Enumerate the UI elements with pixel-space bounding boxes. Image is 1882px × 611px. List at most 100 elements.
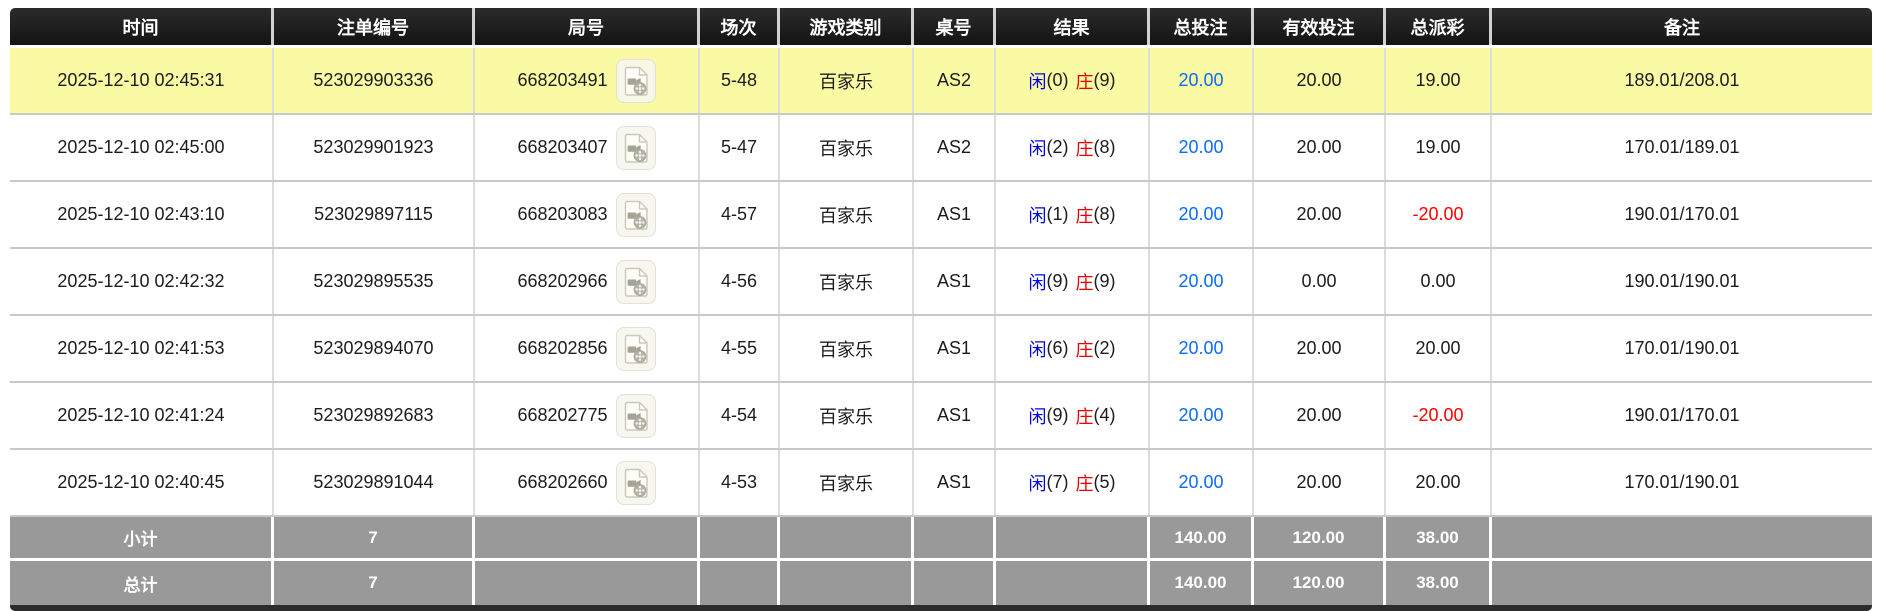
subtotal-count: 7	[274, 517, 475, 558]
round-id-cell: 668202660	[475, 450, 700, 515]
col-header-round-id: 局号	[475, 8, 700, 45]
video-file-icon	[624, 200, 648, 230]
video-file-icon	[624, 267, 648, 297]
result-player-label: 闲	[1028, 473, 1047, 494]
valid-bet-cell: 20.00	[1254, 115, 1386, 180]
table-row[interactable]: 2025-12-10 02:43:10 523029897115 6682030…	[10, 182, 1872, 249]
total-bet-link[interactable]: 20.00	[1150, 182, 1254, 247]
round-id-cell: 668203083	[475, 182, 700, 247]
valid-bet-cell: 20.00	[1254, 48, 1386, 113]
result-player-value: (9)	[1046, 271, 1069, 291]
result-banker-value: (9)	[1093, 271, 1116, 291]
video-replay-button[interactable]	[615, 125, 656, 170]
round-id-cell: 668203407	[475, 115, 700, 180]
table-row[interactable]: 2025-12-10 02:41:53 523029894070 6682028…	[10, 316, 1872, 383]
video-replay-button[interactable]	[615, 326, 656, 371]
table-row[interactable]: 2025-12-10 02:45:31 523029903336 6682034…	[10, 48, 1872, 115]
result-banker-value: (8)	[1093, 137, 1116, 157]
bet-id-cell: 523029903336	[274, 48, 475, 113]
total-bet-link[interactable]: 20.00	[1150, 249, 1254, 314]
col-header-bet-id: 注单编号	[274, 8, 475, 45]
total-empty-cell	[914, 561, 996, 605]
round-id-text: 668203407	[517, 137, 608, 157]
game-type-cell: 百家乐	[780, 48, 914, 113]
col-header-valid-bet: 有效投注	[1254, 8, 1386, 45]
round-id-text: 668202856	[517, 338, 608, 358]
video-replay-button[interactable]	[615, 58, 656, 103]
table-row[interactable]: 2025-12-10 02:45:00 523029901923 6682034…	[10, 115, 1872, 182]
table-row[interactable]: 2025-12-10 02:40:45 523029891044 6682026…	[10, 450, 1872, 517]
total-payout-cell: -20.00	[1386, 182, 1492, 247]
table-no-cell: AS1	[914, 383, 996, 448]
session-cell: 4-56	[700, 249, 780, 314]
col-header-session: 场次	[700, 8, 780, 45]
total-empty-cell	[780, 561, 914, 605]
time-cell: 2025-12-10 02:42:32	[10, 249, 274, 314]
bet-id-cell: 523029891044	[274, 450, 475, 515]
result-cell: 闲 (2) 庄 (8)	[996, 115, 1150, 180]
table-row[interactable]: 2025-12-10 02:42:32 523029895535 6682029…	[10, 249, 1872, 316]
result-cell: 闲 (0) 庄 (9)	[996, 48, 1150, 113]
result-banker-label: 庄	[1075, 339, 1094, 360]
table-row[interactable]: 2025-12-10 02:41:24 523029892683 6682027…	[10, 383, 1872, 450]
video-replay-button[interactable]	[615, 460, 656, 505]
total-bet-link[interactable]: 20.00	[1150, 48, 1254, 113]
total-bet-link[interactable]: 20.00	[1150, 450, 1254, 515]
session-cell: 4-54	[700, 383, 780, 448]
session-cell: 4-57	[700, 182, 780, 247]
result-banker-value: (4)	[1093, 405, 1116, 425]
session-cell: 4-53	[700, 450, 780, 515]
round-id-text: 668203491	[517, 70, 608, 90]
result-banker-label: 庄	[1075, 272, 1094, 293]
col-header-time: 时间	[10, 8, 274, 45]
video-replay-button[interactable]	[615, 192, 656, 237]
video-replay-button[interactable]	[615, 259, 656, 304]
grand-total-row: 总计 7 140.00 120.00 38.00	[10, 561, 1872, 605]
video-file-icon	[624, 66, 648, 96]
total-empty-cell	[700, 561, 780, 605]
total-payout-cell: -20.00	[1386, 383, 1492, 448]
remark-cell: 170.01/189.01	[1624, 137, 1740, 157]
subtotal-empty-cell	[475, 517, 700, 558]
table-header-row: 时间 注单编号 局号 场次 游戏类别 桌号 结果 总投注 有效投注 总派彩 备注	[10, 8, 1872, 48]
round-id-text: 668202966	[517, 271, 608, 291]
result-banker-label: 庄	[1075, 473, 1094, 494]
valid-bet-cell: 20.00	[1254, 182, 1386, 247]
total-payout-cell: 0.00	[1386, 249, 1492, 314]
result-player-value: (1)	[1046, 204, 1069, 224]
bet-id-cell: 523029894070	[274, 316, 475, 381]
valid-bet-cell: 20.00	[1254, 450, 1386, 515]
result-cell: 闲 (1) 庄 (8)	[996, 182, 1150, 247]
remark-cell: 170.01/190.01	[1624, 472, 1740, 492]
table-no-cell: AS1	[914, 249, 996, 314]
col-header-result: 结果	[996, 8, 1150, 45]
subtotal-empty-cell	[914, 517, 996, 558]
total-empty-cell	[1492, 561, 1872, 605]
time-cell: 2025-12-10 02:45:00	[10, 115, 274, 180]
subtotal-empty-cell	[1492, 517, 1872, 558]
total-bet-link[interactable]: 20.00	[1150, 316, 1254, 381]
table-no-cell: AS2	[914, 48, 996, 113]
round-id-cell: 668202856	[475, 316, 700, 381]
result-banker-label: 庄	[1075, 205, 1094, 226]
total-bet-link[interactable]: 20.00	[1150, 383, 1254, 448]
valid-bet-cell: 0.00	[1254, 249, 1386, 314]
round-id-text: 668203083	[517, 204, 608, 224]
total-payout-cell: 20.00	[1386, 450, 1492, 515]
result-banker-value: (9)	[1093, 70, 1116, 90]
time-cell: 2025-12-10 02:45:31	[10, 48, 274, 113]
result-banker-label: 庄	[1075, 406, 1094, 427]
result-player-value: (7)	[1046, 472, 1069, 492]
result-player-label: 闲	[1028, 406, 1047, 427]
round-id-cell: 668202966	[475, 249, 700, 314]
remark-cell: 190.01/170.01	[1624, 204, 1740, 224]
result-cell: 闲 (6) 庄 (2)	[996, 316, 1150, 381]
total-bet-link[interactable]: 20.00	[1150, 115, 1254, 180]
result-banker-label: 庄	[1075, 71, 1094, 92]
session-cell: 5-47	[700, 115, 780, 180]
table-no-cell: AS1	[914, 182, 996, 247]
result-player-label: 闲	[1028, 138, 1047, 159]
result-cell: 闲 (9) 庄 (9)	[996, 249, 1150, 314]
total-total-bet: 140.00	[1150, 561, 1254, 605]
video-replay-button[interactable]	[615, 393, 656, 438]
